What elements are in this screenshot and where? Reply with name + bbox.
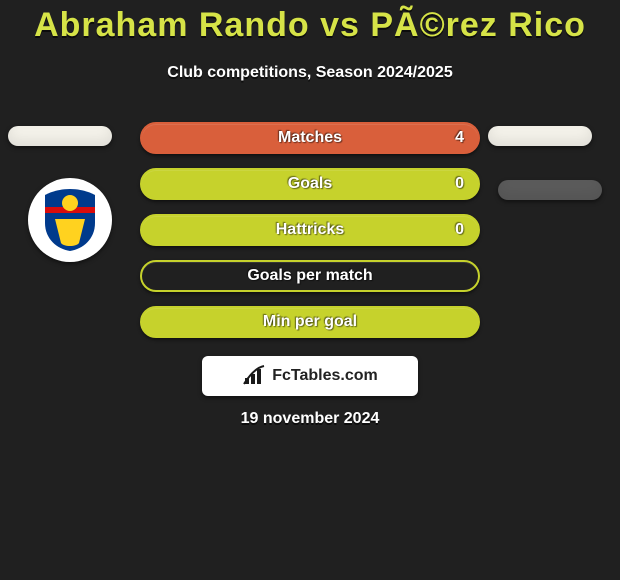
page-subtitle: Club competitions, Season 2024/2025	[0, 64, 620, 82]
club-crest-icon	[35, 185, 105, 255]
stat-bar: Goals 0	[140, 168, 480, 200]
side-pill	[498, 180, 602, 200]
stat-bar: Matches 4	[140, 122, 480, 154]
side-pill	[8, 126, 112, 146]
bars-icon	[242, 364, 266, 388]
attribution-badge: FcTables.com	[202, 356, 418, 396]
snapshot-date: 19 november 2024	[0, 410, 620, 428]
stat-label: Goals per match	[247, 267, 372, 285]
club-badge-left	[28, 178, 112, 262]
side-pill	[488, 126, 592, 146]
stat-value: 0	[455, 175, 464, 193]
attribution-text: FcTables.com	[272, 367, 378, 385]
stat-label: Goals	[288, 175, 332, 193]
stat-bar: Goals per match	[140, 260, 480, 292]
stat-label: Min per goal	[263, 313, 357, 331]
stat-value: 4	[455, 129, 464, 147]
stat-label: Hattricks	[276, 221, 344, 239]
stat-value: 0	[455, 221, 464, 239]
page-title: Abraham Rando vs PÃ©rez Rico	[0, 6, 620, 45]
stat-label: Matches	[278, 129, 342, 147]
stat-bar: Min per goal	[140, 306, 480, 338]
stat-bar: Hattricks 0	[140, 214, 480, 246]
stat-bars: Matches 4 Goals 0 Hattricks 0 Goals per match M…	[140, 122, 480, 352]
